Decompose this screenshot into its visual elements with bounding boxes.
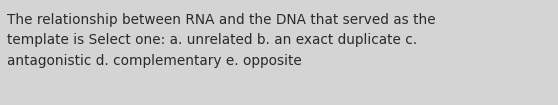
Text: The relationship between RNA and the DNA that served as the
template is Select o: The relationship between RNA and the DNA…: [7, 13, 436, 68]
